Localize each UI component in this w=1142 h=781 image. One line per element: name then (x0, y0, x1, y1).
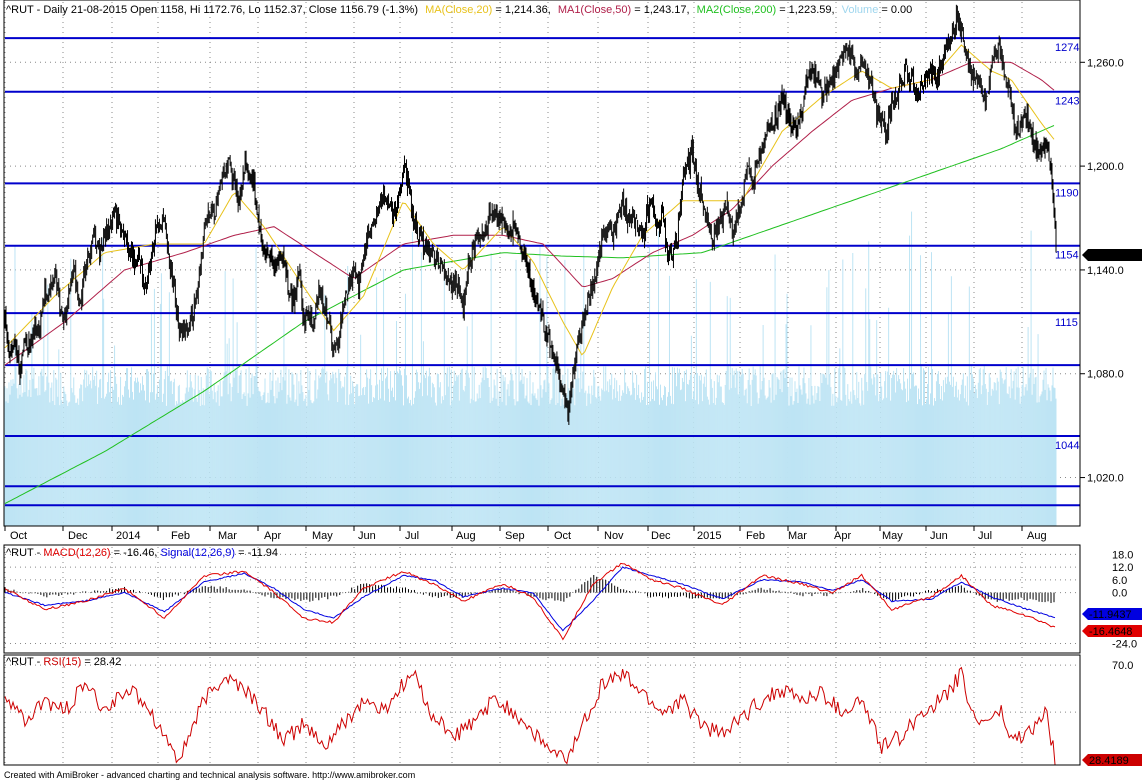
macd-y-tick-label: -24.0 (1112, 639, 1137, 651)
volume-label: Volume (842, 4, 879, 16)
signal-label: Signal(12,26,9) (160, 547, 235, 559)
x-tick-label: May (882, 530, 903, 542)
x-tick-label: Feb (171, 530, 190, 542)
macd-panel (4, 553, 1080, 645)
x-tick-label: 2015 (697, 530, 721, 542)
level-label: 1243 (1055, 96, 1079, 108)
level-label: 1115 (1055, 317, 1078, 329)
rsi-y-tick-label: 70.0 (1112, 660, 1133, 672)
macd-y-tick-label: 0.0 (1112, 588, 1127, 600)
ma200-line (4, 125, 1055, 504)
macd-header: ^RUT - MACD(12,26) = -16.46, Signal(12,2… (6, 547, 278, 559)
x-tick-label: Mar (218, 530, 237, 542)
macd-line (4, 562, 1056, 641)
x-tick-label: Sep (505, 530, 525, 542)
y-tick-label: 1,140.0 (1087, 265, 1124, 277)
signal-value: = -11.94 (238, 547, 278, 559)
x-tick-label: 2014 (116, 530, 140, 542)
rsi-line (4, 666, 1056, 765)
rsi-panel-frame (3, 654, 1081, 766)
level-label: 1154 (1055, 250, 1079, 262)
level-label: 1274 (1055, 42, 1079, 54)
x-tick-label: Oct (10, 530, 27, 542)
x-tick-label: Mar (788, 530, 807, 542)
x-tick-label: Dec (68, 530, 88, 542)
macd-y-tick-label: 12.0 (1112, 562, 1133, 574)
y-tick-label: 1,020.0 (1087, 473, 1124, 485)
signal-tag: -11.9437 (1082, 608, 1142, 621)
price-panel-frame (3, 0, 1081, 527)
rsi-label: RSI(15) (43, 656, 81, 668)
ma50-label: MA1(Close,50) (558, 4, 631, 16)
macd-header-ticker: ^RUT - (6, 547, 43, 559)
x-tick-label: Aug (456, 530, 476, 542)
x-tick-label: Jul (978, 530, 992, 542)
x-tick-label: Aug (1027, 530, 1047, 542)
ma20-line (4, 44, 1055, 356)
x-tick-label: Feb (746, 530, 765, 542)
axes: Oct Dec 2014 Feb Mar Apr May Jun Jul Aug Sep Oct Nov… (4, 57, 1137, 672)
macd-y-tick-label: 6.0 (1112, 575, 1127, 587)
rsi-header: ^RUT - RSI(15) = 28.42 (6, 656, 121, 668)
x-tick-label: Jul (405, 530, 419, 542)
y-tick-label: 1,200.0 (1087, 161, 1124, 173)
footer-credit: Created with AmiBroker - advanced charti… (4, 770, 415, 780)
level-label: 1190 (1055, 187, 1079, 199)
x-tick-label: Oct (554, 530, 571, 542)
price-bars (4, 4, 1057, 425)
price-header-ticker: ^RUT - Daily 21-08-2015 Open 1158, Hi 11… (6, 4, 418, 16)
macd-label: MACD(12,26) (43, 547, 110, 559)
x-tick-label: Apr (834, 530, 851, 542)
ma50-line (4, 61, 1055, 366)
rsi-tag-text: 28.4189 (1089, 755, 1129, 767)
last-price-tag-text: 1,156.79 (1094, 250, 1137, 262)
rsi-tag: 28.4189 (1082, 754, 1142, 767)
volume-value: = 0.00 (881, 4, 912, 16)
x-tick-label: May (312, 530, 333, 542)
x-tick-label: Dec (651, 530, 671, 542)
ma200-label: MA2(Close,200) (697, 4, 776, 16)
macd-y-tick-label: 18.0 (1112, 549, 1133, 561)
ma20-value: = 1,214.36, (495, 4, 550, 16)
x-tick-label: Apr (264, 530, 281, 542)
level-label: 1044 (1055, 440, 1079, 452)
rsi-value: = 28.42 (84, 656, 121, 668)
y-tick-label: 1,260.0 (1087, 57, 1124, 69)
moving-averages (4, 44, 1055, 504)
price-header: ^RUT - Daily 21-08-2015 Open 1158, Hi 11… (6, 4, 912, 16)
macd-tag-text: -16.4648 (1089, 626, 1132, 638)
ma200-value: = 1,223.59, (779, 4, 834, 16)
x-tick-label: Jun (358, 530, 376, 542)
macd-panel-frame (3, 544, 1081, 654)
ma20-label: MA(Close,20) (425, 4, 492, 16)
rsi-panel (4, 664, 1080, 765)
signal-line (4, 566, 1056, 632)
ma50-value: = 1,243.17, (634, 4, 689, 16)
macd-tag: -16.4648 (1082, 625, 1142, 638)
rsi-header-ticker: ^RUT - (6, 656, 43, 668)
x-tick-label: Jun (930, 530, 948, 542)
signal-tag-text: -11.9437 (1089, 609, 1132, 621)
y-tick-label: 1,080.0 (1087, 369, 1124, 381)
x-tick-label: Nov (604, 530, 624, 542)
macd-value: = -16.46, (114, 547, 161, 559)
last-price-tag: 1,156.79 (1082, 249, 1142, 262)
